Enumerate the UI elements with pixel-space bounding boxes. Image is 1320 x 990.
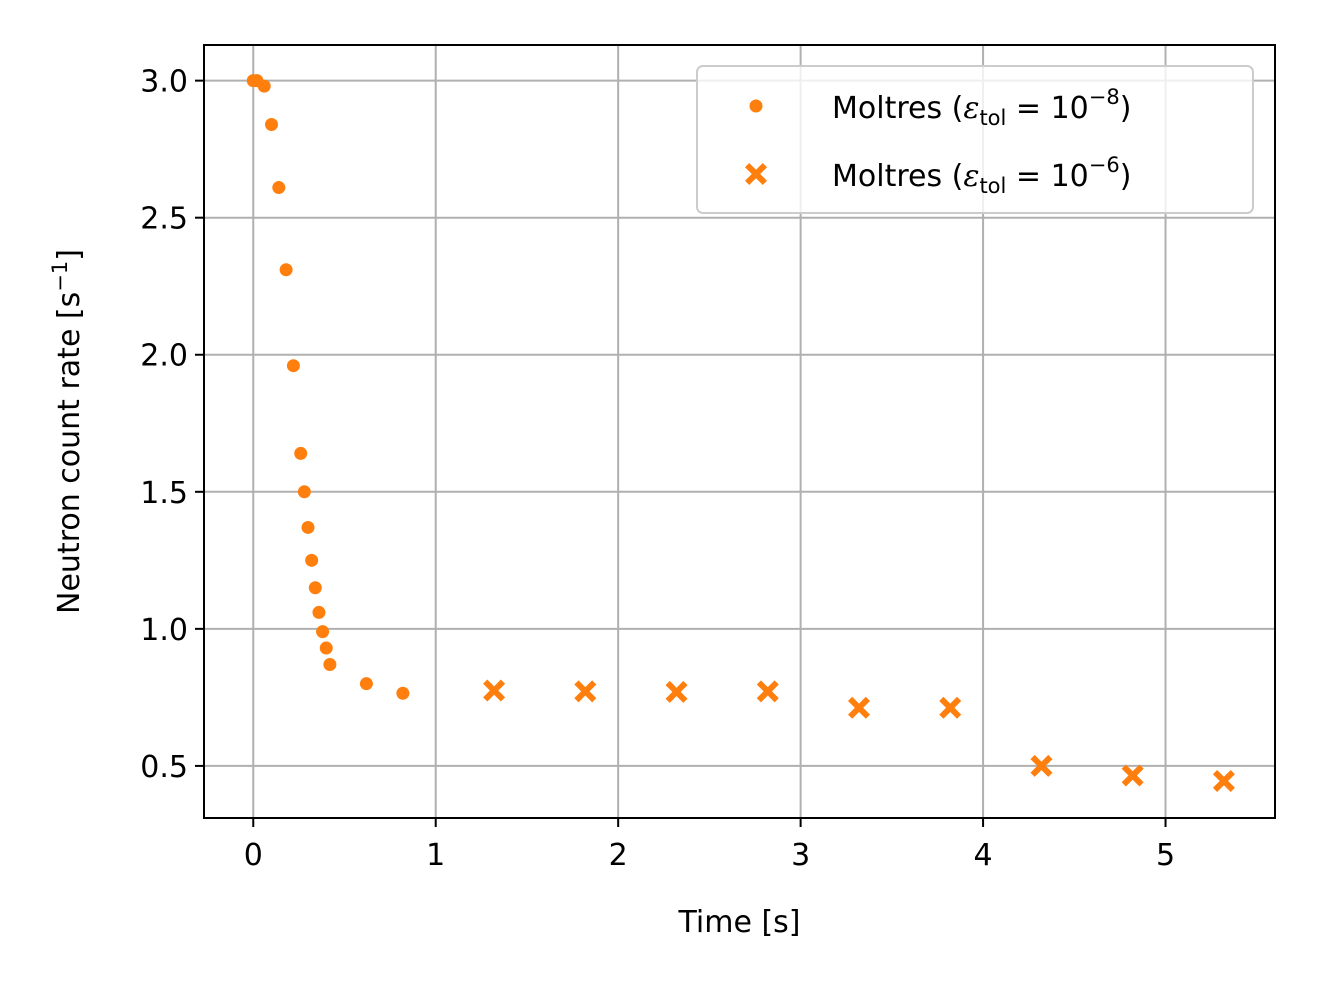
axis-ticks: 0 1 2 3 4 5 0.5 1.0 1.5 2.0 2.5 3.0 <box>140 65 1175 873</box>
x-axis-label: Time [s] <box>678 905 801 940</box>
data-point-x <box>1121 764 1144 787</box>
y-tick-label: 1.0 <box>140 613 188 648</box>
x-tick-label: 1 <box>426 838 445 873</box>
data-point-dot <box>297 485 311 499</box>
legend-x-icon <box>745 163 767 185</box>
data-point-x <box>1030 754 1053 777</box>
legend-marker-dot <box>749 99 763 113</box>
grid <box>204 45 1275 818</box>
data-point-x <box>756 680 779 703</box>
data-point-dot <box>396 686 410 700</box>
legend: Moltres (εtol = 10−8) Moltres (εtol = 10… <box>696 65 1254 214</box>
y-tick-label: 1.5 <box>140 476 188 511</box>
data-point-dot <box>279 263 293 277</box>
data-point-x <box>848 696 871 719</box>
legend-entry-2: Moltres (εtol = 10−6) <box>832 153 1131 198</box>
data-point-x <box>574 680 597 703</box>
data-point-dot <box>316 625 330 639</box>
legend-entry-1: Moltres (εtol = 10−8) <box>832 85 1131 130</box>
legend-marker-x <box>745 163 767 185</box>
y-tick-label: 3.0 <box>140 65 188 100</box>
data-point-dot <box>359 677 373 691</box>
y-tick-label: 0.5 <box>140 750 188 785</box>
data-point-x <box>665 680 688 703</box>
data-point-dot <box>294 446 308 460</box>
x-tick-label: 5 <box>1156 838 1175 873</box>
data-point-dot <box>323 657 337 671</box>
y-axis-label: Neutron count rate [s−1] <box>48 249 87 614</box>
y-tick-label: 2.5 <box>140 202 188 237</box>
plot-area-frame <box>203 44 1276 819</box>
data-point-dot <box>301 520 315 534</box>
data-point-dot <box>308 581 322 595</box>
legend-box <box>696 65 1254 214</box>
data-point-dot <box>257 79 271 93</box>
data-point-dot <box>319 641 333 655</box>
y-tick-label: 2.0 <box>140 339 188 374</box>
data-point-x <box>483 679 506 702</box>
data-point-dot <box>312 605 326 619</box>
legend-dot-icon <box>749 99 763 113</box>
data-point-x <box>939 696 962 719</box>
data-point-dot <box>265 117 279 131</box>
x-tick-label: 0 <box>244 838 263 873</box>
data-point-dot <box>272 181 286 195</box>
data-point-dot <box>286 359 300 373</box>
x-tick-label: 2 <box>609 838 628 873</box>
x-tick-label: 3 <box>791 838 810 873</box>
x-tick-label: 4 <box>974 838 993 873</box>
data-point-x <box>1212 769 1235 792</box>
data-points <box>246 74 1235 792</box>
data-point-dot <box>305 553 319 567</box>
